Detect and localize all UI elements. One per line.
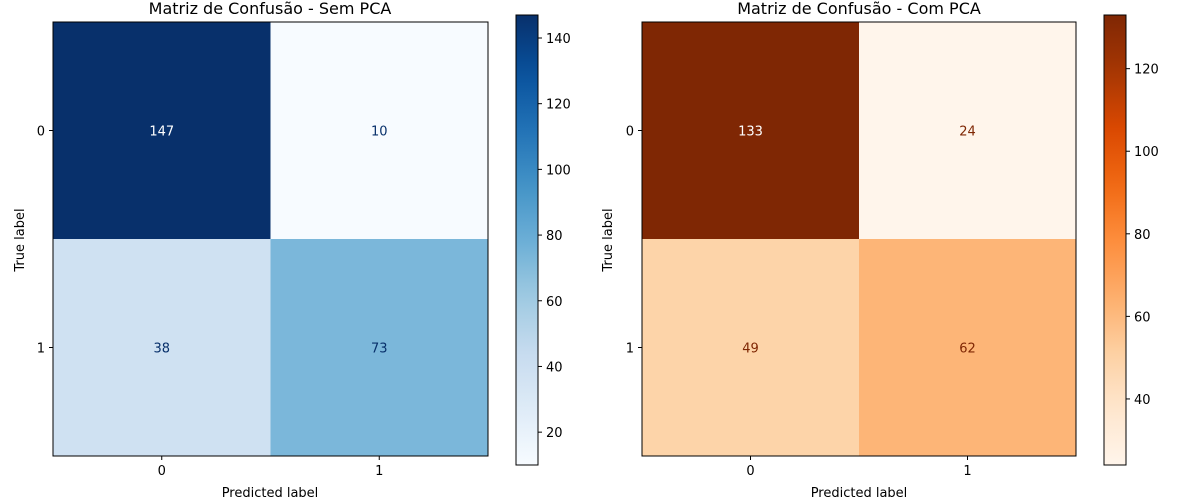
colorbar-tick-label: 100 (1134, 145, 1159, 160)
cell-value-label: 62 (959, 342, 976, 357)
y-tick-label: 1 (37, 342, 45, 357)
heatmap-cells: 133 24 49 62 (642, 22, 1077, 457)
colorbar-gradient (516, 15, 538, 465)
y-tick-label: 1 (626, 342, 634, 357)
heatmap-cell (859, 22, 1077, 240)
colorbar-tick-label: 40 (546, 360, 563, 375)
x-axis-label: Predicted label (811, 486, 908, 500)
colorbar-tick-label: 40 (1134, 393, 1151, 408)
heatmap-cell (642, 239, 860, 457)
colorbar-gradient (1104, 15, 1126, 465)
colorbar-tick-label: 80 (546, 229, 563, 244)
heatmap-cells: 147 10 38 73 (53, 22, 489, 457)
heatmap-cell (859, 239, 1077, 457)
colorbar-frame (515, 14, 539, 466)
cell-value-label: 24 (959, 125, 976, 140)
heatmap-cell (53, 22, 271, 240)
colorbar-frame (1103, 14, 1127, 466)
heatmap-cell (270, 22, 489, 240)
colorbar-tick-label: 100 (546, 163, 571, 178)
plot-frame (52, 21, 489, 457)
heatmap-cell (270, 239, 489, 457)
x-tick-label: 1 (963, 464, 971, 479)
x-tick-label: 1 (375, 464, 383, 479)
colorbar-tick-label: 20 (546, 426, 563, 441)
y-axis-label: True label (601, 208, 616, 272)
y-tick-label: 0 (37, 125, 45, 140)
cell-value-label: 73 (371, 342, 388, 357)
chart-title: Matriz de Confusão - Com PCA (737, 0, 981, 18)
colorbar-tick-label: 120 (546, 98, 571, 113)
colorbar: 20 40 60 80 100 120 140 (515, 14, 571, 466)
colorbar-tick-label: 140 (546, 32, 571, 47)
cell-value-label: 49 (742, 342, 759, 357)
heatmap-cell (642, 22, 860, 240)
y-axis-label: True label (13, 208, 28, 272)
x-axis-label: Predicted label (222, 486, 319, 500)
cell-value-label: 133 (738, 125, 763, 140)
cell-value-label: 147 (149, 125, 174, 140)
y-axis-ticks: 01 (626, 125, 642, 357)
y-tick-label: 0 (626, 125, 634, 140)
chart-title: Matriz de Confusão - Sem PCA (149, 0, 392, 18)
colorbar-tick-label: 120 (1134, 63, 1159, 78)
x-tick-label: 0 (746, 464, 754, 479)
x-tick-label: 0 (158, 464, 166, 479)
colorbar-tick-label: 60 (1134, 310, 1151, 325)
colorbar-tick-label: 60 (546, 295, 563, 310)
cell-value-label: 10 (371, 125, 388, 140)
plot-frame (641, 21, 1077, 457)
confusion-matrix-com-pca: Matriz de Confusão - Com PCA 133 24 49 62 0… (601, 0, 1159, 500)
colorbar: 40 60 80 100 120 (1103, 14, 1159, 466)
heatmap-cell (53, 239, 271, 457)
colorbar-tick-label: 80 (1134, 228, 1151, 243)
cell-value-label: 38 (153, 342, 170, 357)
y-axis-ticks: 01 (37, 125, 53, 357)
